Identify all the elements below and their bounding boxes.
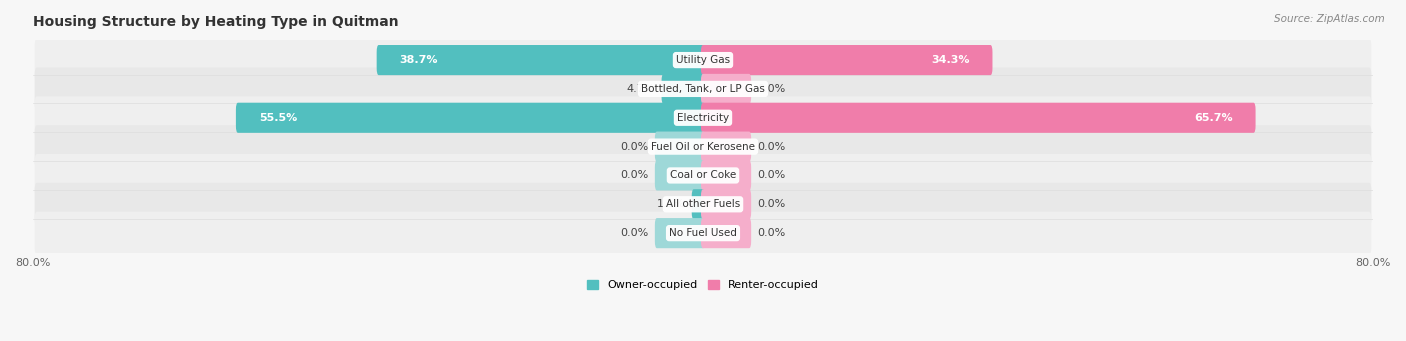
Text: Housing Structure by Heating Type in Quitman: Housing Structure by Heating Type in Qui… <box>32 15 398 29</box>
Text: Fuel Oil or Kerosene: Fuel Oil or Kerosene <box>651 142 755 152</box>
Text: 65.7%: 65.7% <box>1194 113 1233 123</box>
FancyBboxPatch shape <box>35 183 1371 226</box>
FancyBboxPatch shape <box>702 74 751 104</box>
Text: 0.0%: 0.0% <box>758 199 786 209</box>
Legend: Owner-occupied, Renter-occupied: Owner-occupied, Renter-occupied <box>582 276 824 295</box>
Text: 4.7%: 4.7% <box>627 84 655 94</box>
Text: 0.0%: 0.0% <box>758 228 786 238</box>
FancyBboxPatch shape <box>377 45 704 75</box>
FancyBboxPatch shape <box>702 132 751 162</box>
Text: Electricity: Electricity <box>676 113 730 123</box>
FancyBboxPatch shape <box>35 212 1371 255</box>
FancyBboxPatch shape <box>655 218 704 248</box>
FancyBboxPatch shape <box>35 154 1371 197</box>
Text: 55.5%: 55.5% <box>259 113 297 123</box>
FancyBboxPatch shape <box>662 74 704 104</box>
FancyBboxPatch shape <box>35 125 1371 168</box>
FancyBboxPatch shape <box>35 39 1371 81</box>
Text: 0.0%: 0.0% <box>620 142 648 152</box>
Text: Source: ZipAtlas.com: Source: ZipAtlas.com <box>1274 14 1385 24</box>
FancyBboxPatch shape <box>236 103 704 133</box>
FancyBboxPatch shape <box>35 96 1371 139</box>
FancyBboxPatch shape <box>702 218 751 248</box>
Text: 1.1%: 1.1% <box>657 199 685 209</box>
FancyBboxPatch shape <box>655 160 704 191</box>
Text: 0.0%: 0.0% <box>620 228 648 238</box>
FancyBboxPatch shape <box>35 68 1371 110</box>
Text: No Fuel Used: No Fuel Used <box>669 228 737 238</box>
Text: Bottled, Tank, or LP Gas: Bottled, Tank, or LP Gas <box>641 84 765 94</box>
Text: 0.0%: 0.0% <box>758 170 786 180</box>
Text: 0.0%: 0.0% <box>758 84 786 94</box>
FancyBboxPatch shape <box>702 189 751 219</box>
FancyBboxPatch shape <box>692 189 704 219</box>
Text: Coal or Coke: Coal or Coke <box>669 170 737 180</box>
FancyBboxPatch shape <box>655 132 704 162</box>
Text: 34.3%: 34.3% <box>931 55 970 65</box>
FancyBboxPatch shape <box>702 103 1256 133</box>
Text: All other Fuels: All other Fuels <box>666 199 740 209</box>
Text: 0.0%: 0.0% <box>758 142 786 152</box>
Text: 0.0%: 0.0% <box>620 170 648 180</box>
FancyBboxPatch shape <box>702 160 751 191</box>
Text: Utility Gas: Utility Gas <box>676 55 730 65</box>
FancyBboxPatch shape <box>702 45 993 75</box>
Text: 38.7%: 38.7% <box>399 55 439 65</box>
